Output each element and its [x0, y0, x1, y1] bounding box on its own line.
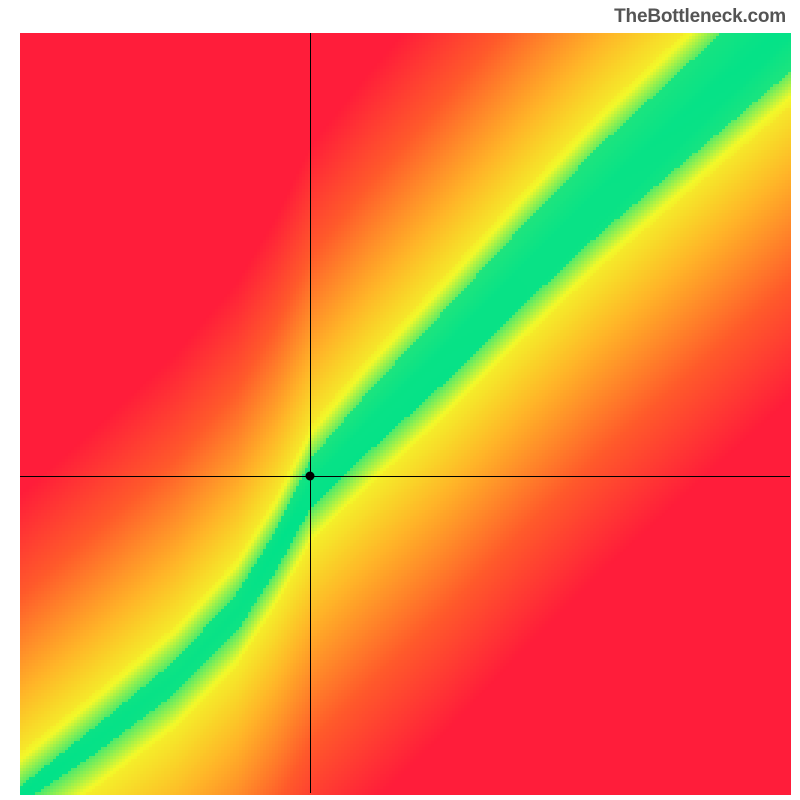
crosshair-marker	[305, 472, 314, 481]
crosshair-vertical	[310, 33, 311, 793]
watermark-text: TheBottleneck.com	[614, 6, 786, 28]
heatmap-canvas	[0, 0, 800, 800]
chart-container: TheBottleneck.com	[0, 0, 800, 800]
crosshair-horizontal	[20, 476, 790, 477]
